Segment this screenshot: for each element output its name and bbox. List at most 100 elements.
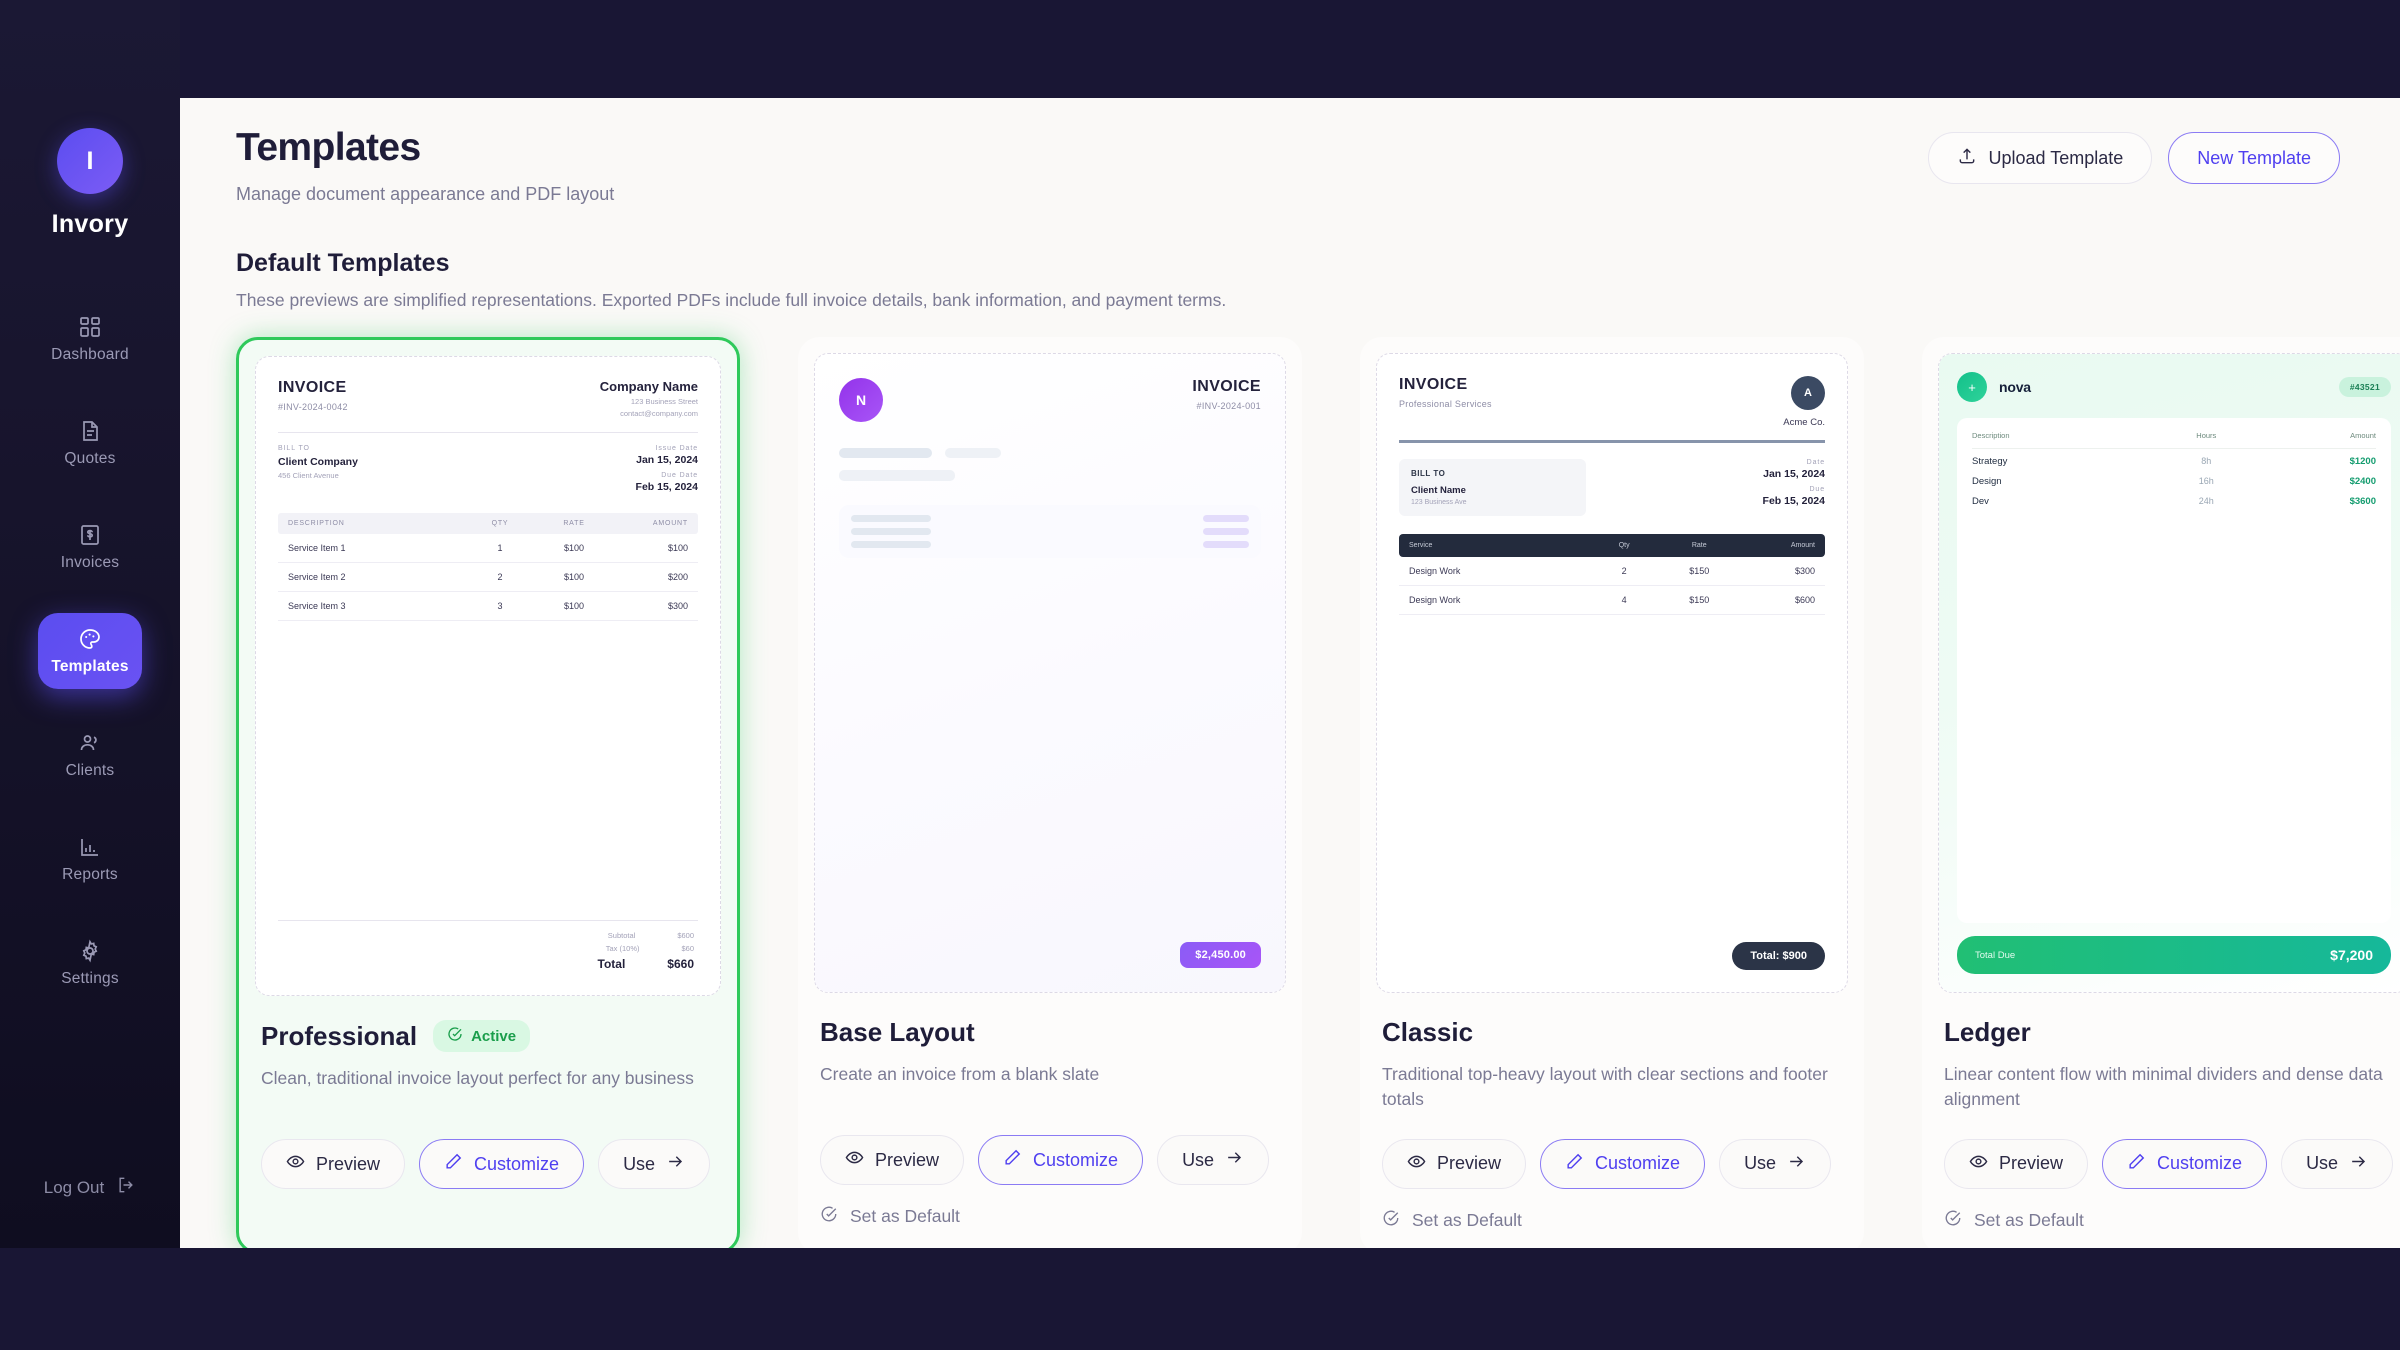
divider: [278, 920, 698, 921]
skeleton-bar: [1203, 528, 1249, 535]
invoice-number-badge: #43521: [2338, 377, 2391, 397]
section-subtitle: These previews are simplified representa…: [236, 290, 1227, 310]
cell-hours: 16h: [2198, 476, 2214, 486]
preview-button[interactable]: Preview: [1944, 1138, 2089, 1189]
cell-amount: $300: [1794, 565, 1815, 576]
sidebar-item-label: Quotes: [64, 449, 116, 467]
card-title: Professional: [261, 1020, 418, 1051]
customize-button[interactable]: Customize: [1540, 1138, 1706, 1189]
preview-table-header: Description Hours Amount: [1972, 431, 2376, 449]
grid-icon: [78, 315, 102, 339]
template-preview-ledger: + nova #43521 Description Hours Amount: [1938, 353, 2400, 993]
pencil-icon: [1003, 1148, 1022, 1172]
eye-icon: [1969, 1152, 1988, 1176]
page-subtitle: Manage document appearance and PDF layou…: [236, 184, 615, 204]
set-as-default-button[interactable]: Set as Default: [814, 1205, 1286, 1228]
cell-description: Service Item 1: [288, 543, 346, 553]
customize-button[interactable]: Customize: [978, 1135, 1144, 1186]
card-header: Professional Active: [255, 1020, 721, 1052]
column-header: Service: [1409, 541, 1433, 549]
tax-label: Tax (10%): [605, 944, 640, 953]
sidebar: I Invory Dashboard Quotes: [0, 0, 180, 1248]
column-header: Rate: [1691, 541, 1707, 549]
sidebar-item-reports[interactable]: Reports: [38, 821, 142, 897]
cell-description: Design: [1972, 476, 2002, 487]
template-card-classic[interactable]: INVOICE Professional Services A Acme Co.: [1360, 337, 1864, 1248]
page-title: Templates: [236, 126, 421, 169]
header-actions: Upload Template New Template: [1927, 126, 2340, 184]
sidebar-item-clients[interactable]: Clients: [38, 717, 142, 793]
tax-value: $60: [681, 944, 694, 953]
check-circle-icon: [820, 1205, 838, 1228]
cell-rate: $100: [563, 572, 585, 582]
column-header: Hours: [2196, 431, 2217, 440]
template-card-ledger[interactable]: + nova #43521 Description Hours Amount: [1922, 337, 2400, 1248]
preview-table: Description Hours Amount Strategy 8h $12…: [1957, 418, 2391, 923]
preview-invoice-label: INVOICE: [1399, 376, 1468, 393]
set-as-default-button[interactable]: Set as Default: [1376, 1209, 1848, 1232]
card-header: Base Layout: [814, 1017, 1286, 1048]
use-button[interactable]: Use: [598, 1139, 711, 1190]
preview-billto-label: BILL TO: [1411, 468, 1446, 478]
avatar: +: [1957, 372, 1987, 402]
customize-button[interactable]: Customize: [419, 1139, 585, 1190]
bill-to-box: BILL TO Client Name 123 Business Ave: [1399, 458, 1587, 516]
pencil-icon: [2127, 1152, 2146, 1176]
customize-button[interactable]: Customize: [2102, 1138, 2268, 1189]
use-button[interactable]: Use: [2281, 1138, 2394, 1189]
skeleton-bar: [851, 515, 931, 522]
card-title: Classic: [1382, 1017, 1474, 1047]
preview-totals: Subtotal $600 Tax (10%) $60 Total $660: [278, 910, 698, 973]
preview-client-address: 456 Client Avenue: [278, 471, 339, 480]
preview-tagline: Professional Services: [1399, 399, 1492, 409]
preview-brand-name: nova: [1999, 379, 2031, 395]
preview-client-address: 123 Business Ave: [1411, 498, 1467, 506]
template-card-professional[interactable]: INVOICE #INV-2024-0042 Company Name 123 …: [236, 337, 740, 1248]
upload-template-button[interactable]: Upload Template: [1927, 132, 2153, 184]
bar-chart-icon: [78, 835, 102, 859]
column-header: AMOUNT: [652, 520, 688, 527]
cell-qty: 3: [497, 601, 503, 611]
logout-button[interactable]: Log Out: [0, 1175, 180, 1200]
tax-row: Tax (10%) $60: [278, 942, 698, 955]
cell-rate: $150: [1689, 565, 1710, 576]
use-button[interactable]: Use: [1719, 1138, 1832, 1189]
customize-button-label: Customize: [474, 1153, 560, 1174]
preview-button[interactable]: Preview: [820, 1135, 965, 1186]
set-as-default-label: Set as Default: [850, 1206, 960, 1227]
set-as-default-button[interactable]: Set as Default: [1938, 1209, 2400, 1232]
preview-button[interactable]: Preview: [1382, 1138, 1527, 1189]
sidebar-item-invoices[interactable]: Invoices: [38, 509, 142, 585]
use-button[interactable]: Use: [1157, 1135, 1270, 1186]
card-description: Create an invoice from a blank slate: [820, 1064, 1100, 1084]
table-row: Design Work 2 $150 $300: [1399, 557, 1825, 586]
cell-qty: 2: [1621, 565, 1627, 576]
arrow-right-icon: [1787, 1152, 1806, 1176]
column-header: Amount: [2350, 431, 2376, 440]
total-label: Total: [597, 957, 626, 971]
check-circle-icon: [1382, 1209, 1400, 1232]
amount-badge: $2,450.00: [1180, 942, 1261, 968]
card-actions: Preview Customize Use: [1938, 1138, 2400, 1189]
preview-button[interactable]: Preview: [261, 1139, 406, 1190]
sidebar-item-label: Dashboard: [51, 345, 129, 363]
column-header: DESCRIPTION: [288, 520, 345, 527]
customize-button-label: Customize: [1595, 1153, 1681, 1174]
template-card-base-layout[interactable]: N INVOICE #INV-2024-001: [798, 337, 1302, 1248]
column-header: Description: [1972, 431, 2010, 440]
template-preview-base-layout: N INVOICE #INV-2024-001: [814, 353, 1286, 993]
cell-amount: $2400: [2349, 476, 2376, 487]
new-template-label: New Template: [2197, 147, 2311, 168]
preview-due-value: Feb 15, 2024: [1762, 494, 1825, 507]
subtotal-label: Subtotal: [607, 931, 636, 940]
template-preview-professional: INVOICE #INV-2024-0042 Company Name 123 …: [255, 356, 721, 996]
sidebar-item-dashboard[interactable]: Dashboard: [38, 301, 142, 377]
pencil-icon: [444, 1152, 463, 1176]
gear-icon: [78, 939, 102, 963]
sidebar-item-templates[interactable]: Templates: [38, 613, 142, 689]
sidebar-item-settings[interactable]: Settings: [38, 925, 142, 1001]
total-value: $660: [667, 957, 694, 971]
sidebar-item-quotes[interactable]: Quotes: [38, 405, 142, 481]
skeleton-bar: [839, 470, 955, 481]
new-template-button[interactable]: New Template: [2168, 132, 2340, 184]
